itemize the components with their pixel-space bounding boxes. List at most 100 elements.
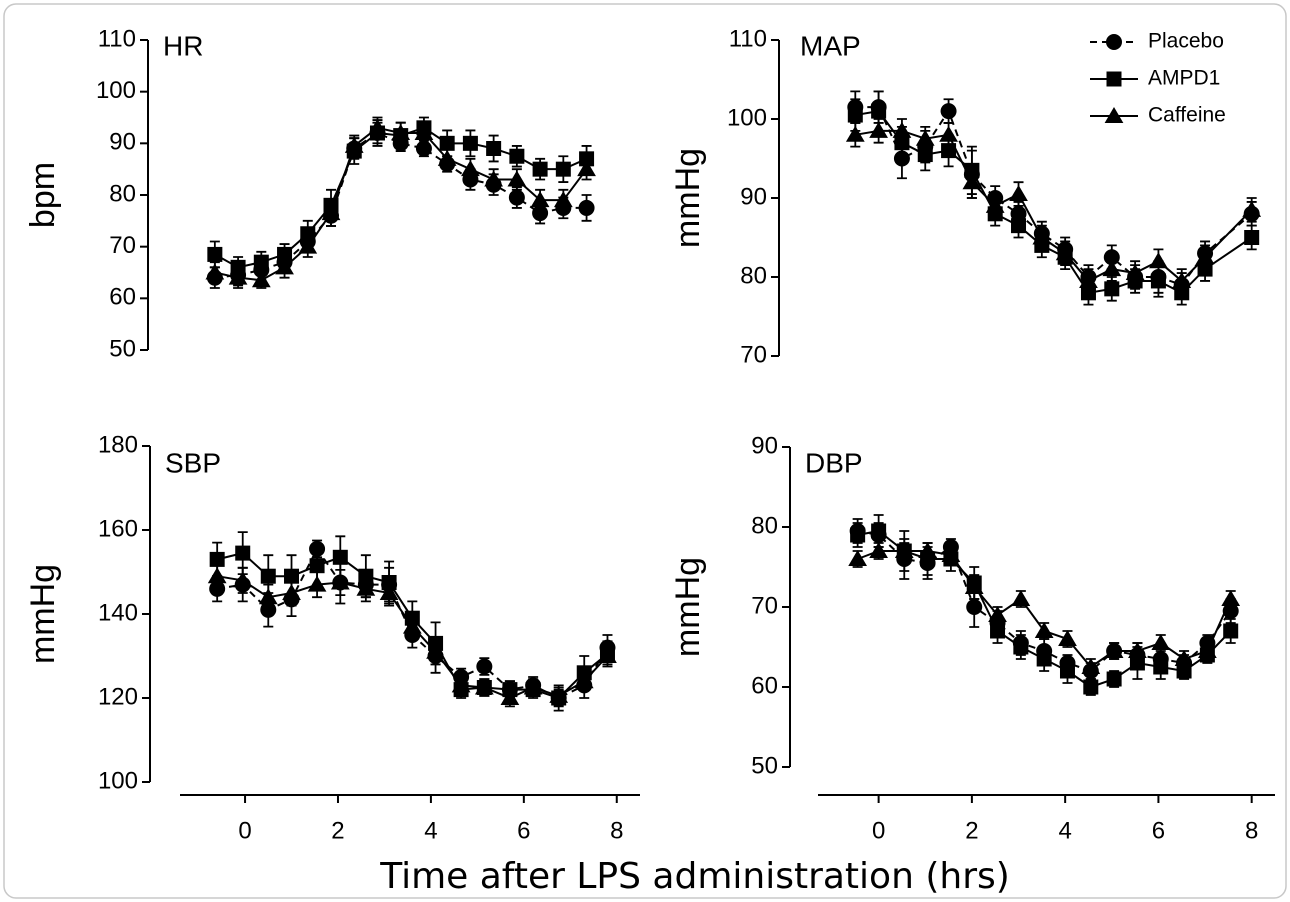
data-point bbox=[1104, 642, 1124, 658]
data-point bbox=[1055, 244, 1075, 261]
data-point bbox=[1011, 218, 1027, 234]
data-point bbox=[233, 571, 253, 588]
x-tick-label: 4 bbox=[424, 817, 437, 844]
data-point bbox=[1128, 642, 1147, 658]
data-point bbox=[1081, 658, 1101, 674]
data-point bbox=[892, 121, 912, 138]
data-point bbox=[1104, 281, 1120, 297]
series bbox=[850, 514, 1239, 696]
data-point bbox=[1011, 590, 1031, 606]
y-tick-label: 50 bbox=[751, 752, 778, 779]
data-point bbox=[1151, 634, 1171, 650]
data-point bbox=[321, 204, 341, 221]
data-point bbox=[578, 199, 595, 216]
data-point bbox=[918, 542, 937, 558]
data-point bbox=[848, 550, 868, 566]
y-axis-label: bpm bbox=[24, 162, 62, 228]
data-point bbox=[871, 103, 887, 119]
y-tick-label: 80 bbox=[751, 512, 778, 539]
y-tick-label: 90 bbox=[109, 129, 136, 156]
data-point bbox=[414, 124, 434, 140]
legend-label: Placebo bbox=[1148, 30, 1224, 53]
y-tick-label: 60 bbox=[109, 284, 136, 311]
data-point bbox=[235, 545, 251, 561]
data-point bbox=[508, 189, 525, 206]
data-point bbox=[1172, 271, 1192, 288]
series-line bbox=[214, 131, 587, 279]
data-point bbox=[990, 623, 1006, 639]
x-tick-label: 4 bbox=[1058, 817, 1071, 844]
data-point bbox=[379, 584, 399, 600]
data-point bbox=[207, 567, 227, 584]
data-point bbox=[437, 149, 457, 166]
data-point bbox=[553, 191, 573, 208]
y-tick-label: 100 bbox=[96, 77, 136, 104]
legend-label: Caffeine bbox=[1148, 104, 1226, 127]
data-point bbox=[205, 263, 225, 280]
y-tick-label: 70 bbox=[740, 341, 767, 368]
y-axis-label: mmHg bbox=[24, 564, 62, 664]
data-point bbox=[426, 642, 445, 659]
data-point bbox=[555, 161, 571, 177]
data-point bbox=[988, 606, 1007, 622]
data-point bbox=[484, 170, 504, 187]
data-point bbox=[368, 118, 387, 135]
data-point bbox=[332, 549, 348, 565]
data-point bbox=[598, 647, 617, 663]
data-point bbox=[1036, 651, 1052, 667]
series bbox=[207, 562, 617, 708]
x-tick-label: 0 bbox=[872, 817, 885, 844]
legend-marker bbox=[1106, 34, 1122, 50]
series bbox=[205, 116, 596, 289]
data-point bbox=[523, 678, 543, 695]
y-tick-label: 90 bbox=[740, 183, 767, 210]
data-point bbox=[461, 160, 480, 177]
data-point bbox=[275, 258, 294, 275]
data-point bbox=[1242, 200, 1262, 217]
data-point bbox=[474, 678, 494, 695]
data-point bbox=[939, 125, 958, 142]
y-axis-label: mmHg bbox=[669, 557, 707, 657]
data-point bbox=[486, 141, 502, 156]
data-point bbox=[915, 129, 935, 146]
data-point bbox=[260, 568, 276, 584]
x-tick-label: 8 bbox=[610, 817, 623, 844]
data-point bbox=[1149, 252, 1168, 269]
data-point bbox=[530, 191, 550, 208]
data-point bbox=[1013, 639, 1029, 655]
y-tick-label: 90 bbox=[751, 432, 778, 459]
data-point bbox=[1174, 650, 1194, 666]
data-point bbox=[1153, 659, 1169, 675]
y-tick-label: 50 bbox=[109, 335, 136, 362]
legend-marker bbox=[1104, 107, 1124, 123]
panel-title: MAP bbox=[800, 30, 861, 61]
data-point bbox=[1223, 623, 1239, 639]
y-tick-label: 100 bbox=[98, 767, 138, 794]
data-point bbox=[966, 599, 983, 615]
y-tick-label: 140 bbox=[98, 599, 138, 626]
panel-title: DBP bbox=[805, 447, 863, 478]
data-point bbox=[985, 196, 1005, 213]
data-point bbox=[509, 148, 525, 164]
data-point bbox=[1058, 630, 1077, 646]
y-tick-label: 80 bbox=[109, 180, 136, 207]
data-point bbox=[1125, 264, 1145, 281]
data-point bbox=[941, 546, 961, 562]
x-axis-label: Time after LPS administration (hrs) bbox=[379, 856, 1010, 897]
data-point bbox=[282, 584, 301, 600]
x-tick-label: 2 bbox=[331, 817, 344, 844]
panel-title: SBP bbox=[165, 447, 221, 478]
data-point bbox=[574, 672, 594, 689]
series bbox=[845, 118, 1262, 294]
data-point bbox=[391, 124, 411, 140]
x-tick-label: 0 bbox=[238, 817, 251, 844]
y-tick-label: 120 bbox=[98, 683, 138, 710]
data-point bbox=[962, 173, 982, 190]
series-line bbox=[855, 106, 1253, 287]
data-point bbox=[253, 254, 269, 270]
data-point bbox=[532, 161, 548, 177]
x-tick-label: 8 bbox=[1245, 817, 1258, 844]
y-tick-label: 60 bbox=[751, 672, 778, 699]
x-tick-label: 6 bbox=[517, 817, 530, 844]
data-point bbox=[577, 160, 596, 177]
